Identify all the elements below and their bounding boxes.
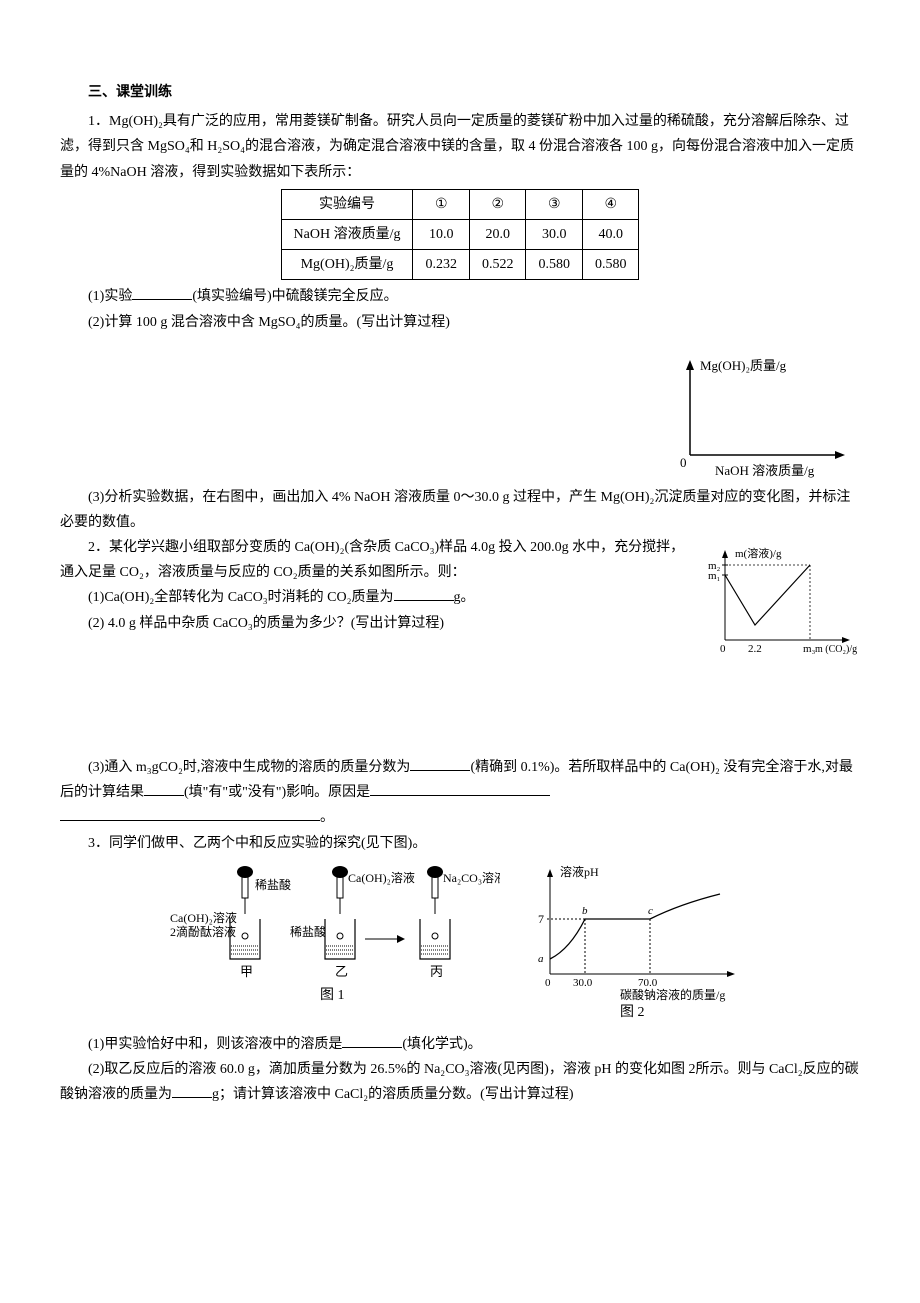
- dropper1-label: 稀盐酸: [255, 877, 291, 892]
- blank: [132, 286, 192, 300]
- blank: [172, 1084, 212, 1098]
- q2-ylabel: m(溶液)/g: [735, 546, 782, 560]
- r1c3: 30.0: [526, 219, 583, 249]
- dropper3-label: Na₂CO₃溶液: [443, 870, 500, 885]
- q2-p1-pre: (1)Ca(OH)₂全部转化为 CaCO₃时消耗的 CO₂质量为: [88, 590, 394, 605]
- q2-xlabel: m (CO₂)/g: [815, 644, 857, 655]
- fig1-container: 稀盐酸 甲 Ca(OH)₂溶液 2滴酚酞溶液 Ca(OH)₂溶液 稀盐酸 乙: [170, 864, 500, 1024]
- blank: [410, 757, 470, 771]
- ph-chart-svg: 溶液pH 7 a b c 0 30.0 70.0 碳酸钠溶液的质量/g 图 2: [520, 864, 750, 1024]
- q2-p3-a: (3)通入 m₃gCO₂时,溶液中生成物的溶质的质量分数为: [88, 760, 410, 775]
- r1c2: 20.0: [469, 219, 526, 249]
- beaker1-name: 甲: [240, 964, 253, 979]
- q2-m1: m₁: [708, 570, 721, 582]
- q2-block: m(溶液)/g m₂ m₁ 0 2.2 m₃ m (CO₂)/g 2．某化学兴趣…: [60, 535, 860, 665]
- r1c1: 10.0: [413, 219, 470, 249]
- blank: [144, 782, 184, 796]
- th-3: ③: [526, 189, 583, 219]
- q3-part2: (2)取乙反应后的溶液 60.0 g，滴加质量分数为 26.5%的 Na₂CO₃…: [60, 1057, 860, 1107]
- q2-graph: m(溶液)/g m₂ m₁ 0 2.2 m₃ m (CO₂)/g: [700, 545, 860, 665]
- ya: a: [538, 953, 544, 965]
- yb: b: [582, 905, 588, 917]
- fig2-container: 溶液pH 7 a b c 0 30.0 70.0 碳酸钠溶液的质量/g 图 2: [520, 864, 750, 1024]
- q1-table: 实验编号 ① ② ③ ④ NaOH 溶液质量/g 10.0 20.0 30.0 …: [281, 189, 640, 281]
- beaker1-left1: Ca(OH)₂溶液: [170, 910, 237, 925]
- q1-graph-svg: Mg(OH)₂质量/g 0 NaOH 溶液质量/g: [660, 355, 860, 485]
- beakers-svg: 稀盐酸 甲 Ca(OH)₂溶液 2滴酚酞溶液 Ca(OH)₂溶液 稀盐酸 乙: [170, 864, 500, 1024]
- q1-part1-pre: (1)实验: [88, 289, 132, 304]
- yc: c: [648, 905, 653, 917]
- q1-intro: 1．Mg(OH)₂具有广泛的应用，常用菱镁矿制备。研究人员向一定质量的菱镁矿粉中…: [60, 109, 860, 185]
- r1c4: 40.0: [582, 219, 639, 249]
- q2-graph-svg: m(溶液)/g m₂ m₁ 0 2.2 m₃ m (CO₂)/g: [700, 545, 860, 665]
- blank: [60, 807, 320, 821]
- th-2: ②: [469, 189, 526, 219]
- x0: 0: [545, 977, 551, 989]
- q1-part1: (1)实验 (填实验编号)中硫酸镁完全反应。: [60, 284, 860, 309]
- q2-x3: m₃: [803, 643, 816, 655]
- q3-p2-b: g；请计算该溶液中 CaCl₂的溶质质量分数。(写出计算过程): [212, 1087, 573, 1102]
- q1-ylabel: Mg(OH)₂质量/g: [700, 358, 787, 373]
- fig2-label: 图 2: [620, 1005, 645, 1020]
- q2-p1-suf: g。: [454, 590, 475, 605]
- q2-x1: 0: [720, 643, 726, 655]
- beaker3-name: 丙: [430, 964, 443, 979]
- beaker2-name: 乙: [335, 964, 348, 979]
- ph-xlabel: 碳酸钠溶液的质量/g: [620, 987, 725, 1002]
- q3-p1-pre: (1)甲实验恰好中和，则该溶液中的溶质是: [88, 1037, 342, 1052]
- q1-xlabel: NaOH 溶液质量/g: [715, 463, 815, 478]
- r2c1: 0.232: [413, 250, 470, 280]
- q2-x2: 2.2: [748, 643, 762, 655]
- ph-ylabel: 溶液pH: [560, 864, 599, 879]
- figure-row: 稀盐酸 甲 Ca(OH)₂溶液 2滴酚酞溶液 Ca(OH)₂溶液 稀盐酸 乙: [60, 864, 860, 1024]
- q3-p1-suf: (填化学式)。: [402, 1037, 481, 1052]
- blank: [342, 1034, 402, 1048]
- beaker1-left2: 2滴酚酞溶液: [170, 924, 236, 939]
- th-0: 实验编号: [281, 189, 413, 219]
- section-title: 三、课堂训练: [60, 80, 860, 105]
- q2-part3: (3)通入 m₃gCO₂时,溶液中生成物的溶质的质量分数为(精确到 0.1%)。…: [60, 755, 860, 805]
- q1-part3: (3)分析实验数据，在右图中，画出加入 4% NaOH 溶液质量 0～30.0 …: [60, 485, 860, 535]
- q3-intro: 3．同学们做甲、乙两个中和反应实验的探究(见下图)。: [60, 831, 860, 856]
- q1-part1-after: (填实验编号)中硫酸镁完全反应。: [192, 289, 397, 304]
- q2-part3-line2: 。: [60, 805, 860, 830]
- r2c2: 0.522: [469, 250, 526, 280]
- y7: 7: [538, 912, 544, 926]
- q1-part2: (2)计算 100 g 混合溶液中含 MgSO₄的质量。(写出计算过程): [60, 310, 860, 335]
- q1-graph: Mg(OH)₂质量/g 0 NaOH 溶液质量/g: [660, 355, 860, 485]
- blank: [394, 587, 454, 601]
- x1: 30.0: [573, 977, 593, 989]
- r2c3: 0.580: [526, 250, 583, 280]
- q1-origin: 0: [680, 455, 687, 470]
- blank: [370, 782, 550, 796]
- q2-p3-end: 。: [320, 810, 334, 825]
- dropper2-label: Ca(OH)₂溶液: [348, 870, 415, 885]
- r2c0: Mg(OH)₂质量/g: [281, 250, 413, 280]
- th-1: ①: [413, 189, 470, 219]
- fig1-label: 图 1: [320, 988, 345, 1003]
- q2-p3-c: (填"有"或"没有")影响。原因是: [184, 785, 370, 800]
- r1c0: NaOH 溶液质量/g: [281, 219, 413, 249]
- beaker2-mid: 稀盐酸: [290, 924, 326, 939]
- r2c4: 0.580: [582, 250, 639, 280]
- th-4: ④: [582, 189, 639, 219]
- q3-part1: (1)甲实验恰好中和，则该溶液中的溶质是 (填化学式)。: [60, 1032, 860, 1057]
